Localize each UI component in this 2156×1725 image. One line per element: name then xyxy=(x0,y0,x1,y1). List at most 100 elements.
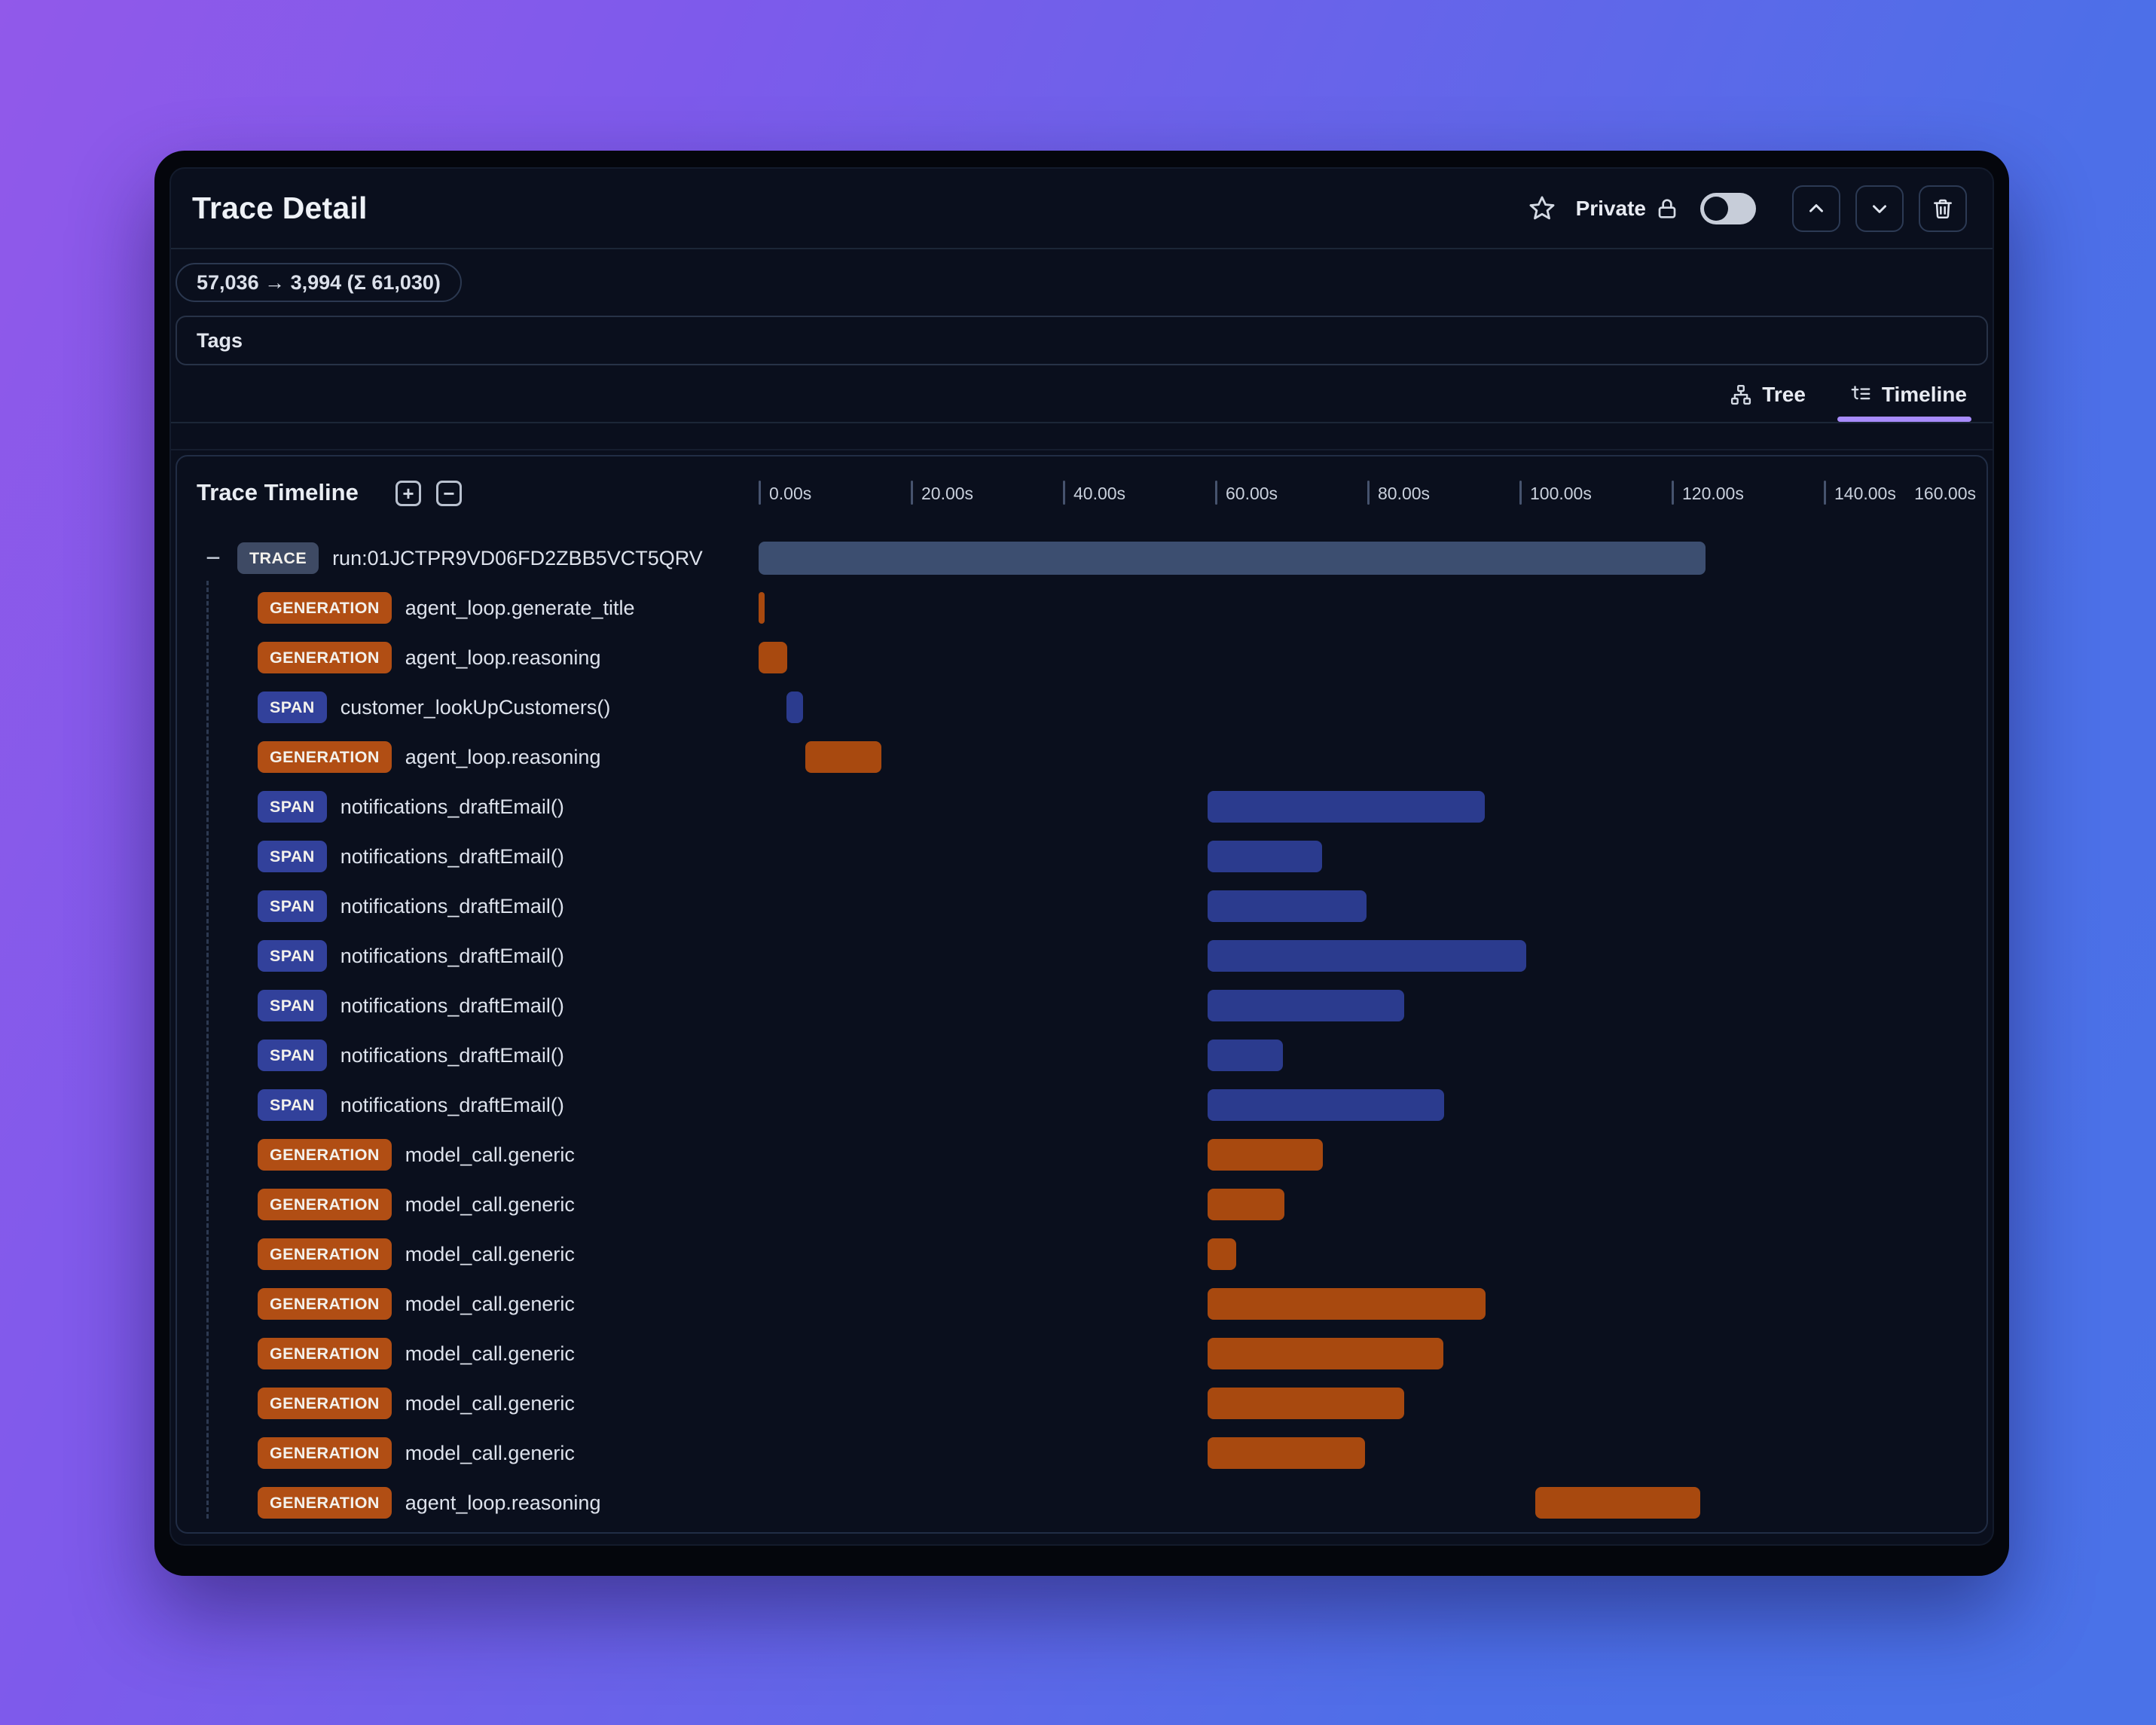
row-bar[interactable] xyxy=(1207,1288,1486,1320)
row-bar[interactable] xyxy=(1207,940,1527,972)
axis-end-label: 160.00s xyxy=(1914,484,1976,503)
tab-timeline[interactable]: Timeline xyxy=(1837,375,1971,422)
row-bar[interactable] xyxy=(759,542,1706,575)
row-label: − TRACE run:01JCTPR9VD06FD2ZBB5VCT5QRV xyxy=(177,533,703,583)
row-bar[interactable] xyxy=(805,741,881,773)
row-track xyxy=(759,633,1976,682)
row-type-badge: GENERATION xyxy=(258,592,392,624)
trace-row[interactable]: GENERATION model_call.generic xyxy=(177,1428,1987,1478)
trace-row[interactable]: SPAN notifications_draftEmail() xyxy=(177,782,1987,832)
trace-row[interactable]: GENERATION model_call.generic xyxy=(177,1229,1987,1279)
row-bar[interactable] xyxy=(759,592,765,624)
row-type-badge: GENERATION xyxy=(258,1189,392,1220)
trash-icon xyxy=(1934,199,1952,218)
trace-row[interactable]: SPAN notifications_draftEmail() xyxy=(177,881,1987,931)
axis-tick-line xyxy=(1519,481,1522,505)
row-bar[interactable] xyxy=(1207,1089,1444,1121)
trace-row[interactable]: SPAN notifications_draftEmail() xyxy=(177,1030,1987,1080)
plus-icon: + xyxy=(402,482,414,505)
row-bar[interactable] xyxy=(1535,1487,1701,1519)
row-track xyxy=(759,1180,1976,1229)
app-window: Trace Detail Private xyxy=(154,151,2009,1576)
next-trace-button[interactable] xyxy=(1855,185,1904,232)
row-label: SPAN customer_lookUpCustomers() xyxy=(177,682,610,732)
row-label: SPAN notifications_draftEmail() xyxy=(177,981,564,1030)
timeline-icon xyxy=(1849,383,1872,406)
collapse-all-button[interactable]: − xyxy=(436,481,462,506)
trace-row[interactable]: − TRACE run:01JCTPR9VD06FD2ZBB5VCT5QRV xyxy=(177,533,1987,583)
row-bar[interactable] xyxy=(1207,890,1367,922)
row-track xyxy=(759,1229,1976,1279)
row-name: run:01JCTPR9VD06FD2ZBB5VCT5QRV xyxy=(332,546,703,569)
section-divider xyxy=(171,449,1993,450)
row-bar[interactable] xyxy=(786,692,803,723)
row-name: agent_loop.reasoning xyxy=(405,1491,601,1514)
delete-trace-button[interactable] xyxy=(1919,185,1967,232)
row-name: notifications_draftEmail() xyxy=(340,944,564,967)
row-bar[interactable] xyxy=(1207,1238,1237,1270)
collapse-toggle-icon[interactable]: − xyxy=(206,544,221,572)
trace-row[interactable]: SPAN notifications_draftEmail() xyxy=(177,981,1987,1030)
row-label: GENERATION model_call.generic xyxy=(177,1428,575,1478)
trace-row[interactable]: GENERATION model_call.generic xyxy=(177,1279,1987,1329)
row-name: model_call.generic xyxy=(405,1292,575,1315)
trace-row[interactable]: GENERATION agent_loop.generate_title xyxy=(177,583,1987,633)
privacy-label: Private xyxy=(1575,196,1646,220)
row-bar[interactable] xyxy=(1207,841,1323,872)
trace-row[interactable]: SPAN notifications_draftEmail() xyxy=(177,832,1987,881)
trace-row[interactable]: GENERATION agent_loop.reasoning xyxy=(177,1478,1987,1528)
row-type-badge: SPAN xyxy=(258,890,327,922)
row-track xyxy=(759,682,1976,732)
row-bar[interactable] xyxy=(1207,1388,1405,1419)
chevron-up-icon xyxy=(1809,203,1823,212)
row-track xyxy=(759,1279,1976,1329)
trace-row[interactable]: SPAN customer_lookUpCustomers() xyxy=(177,682,1987,732)
prev-trace-button[interactable] xyxy=(1792,185,1840,232)
row-bar[interactable] xyxy=(1207,1338,1443,1369)
row-type-badge: TRACE xyxy=(237,542,319,574)
minus-icon: − xyxy=(443,482,455,505)
row-bar[interactable] xyxy=(1207,1189,1284,1220)
row-bar[interactable] xyxy=(1207,791,1485,823)
trace-row[interactable]: SPAN notifications_draftEmail() xyxy=(177,931,1987,981)
row-type-badge: SPAN xyxy=(258,1089,327,1121)
trace-row[interactable]: GENERATION model_call.generic xyxy=(177,1180,1987,1229)
row-bar[interactable] xyxy=(759,642,788,673)
trace-detail-card: Trace Detail Private xyxy=(169,167,1994,1546)
trace-row[interactable]: GENERATION agent_loop.reasoning xyxy=(177,633,1987,682)
trace-row[interactable]: SPAN notifications_draftEmail() xyxy=(177,1080,1987,1130)
tags-field[interactable]: Tags xyxy=(176,316,1988,365)
row-name: notifications_draftEmail() xyxy=(340,1043,564,1067)
trace-row[interactable]: GENERATION agent_loop.reasoning xyxy=(177,732,1987,782)
row-bar[interactable] xyxy=(1207,1437,1365,1469)
row-bar[interactable] xyxy=(1207,1139,1324,1171)
row-track xyxy=(759,732,1976,782)
tabs-divider xyxy=(171,422,1993,423)
axis-tick-line xyxy=(1063,481,1065,505)
row-label: SPAN notifications_draftEmail() xyxy=(177,1030,564,1080)
row-track xyxy=(759,782,1976,832)
tab-tree[interactable]: Tree xyxy=(1730,375,1806,414)
axis-tick-label: 0.00s xyxy=(769,484,812,503)
star-icon[interactable] xyxy=(1528,194,1556,223)
trace-row[interactable]: GENERATION model_call.generic xyxy=(177,1378,1987,1428)
row-name: model_call.generic xyxy=(405,1391,575,1415)
expand-all-button[interactable]: + xyxy=(395,481,421,506)
row-bar[interactable] xyxy=(1207,990,1405,1021)
axis-tick-label: 20.00s xyxy=(921,484,974,503)
row-label: GENERATION model_call.generic xyxy=(177,1180,575,1229)
row-name: model_call.generic xyxy=(405,1192,575,1216)
row-label: GENERATION agent_loop.reasoning xyxy=(177,1478,600,1528)
axis-tick-line xyxy=(759,481,761,505)
row-name: notifications_draftEmail() xyxy=(340,894,564,917)
row-bar[interactable] xyxy=(1207,1040,1283,1071)
privacy-toggle[interactable] xyxy=(1700,192,1756,224)
row-label: SPAN notifications_draftEmail() xyxy=(177,782,564,832)
tags-label: Tags xyxy=(197,328,243,352)
row-label: GENERATION agent_loop.reasoning xyxy=(177,732,600,782)
row-type-badge: SPAN xyxy=(258,692,327,723)
trace-row[interactable]: GENERATION model_call.generic xyxy=(177,1329,1987,1378)
row-type-badge: GENERATION xyxy=(258,741,392,773)
trace-row[interactable]: GENERATION model_call.generic xyxy=(177,1130,1987,1180)
row-label: GENERATION agent_loop.reasoning xyxy=(177,633,600,682)
